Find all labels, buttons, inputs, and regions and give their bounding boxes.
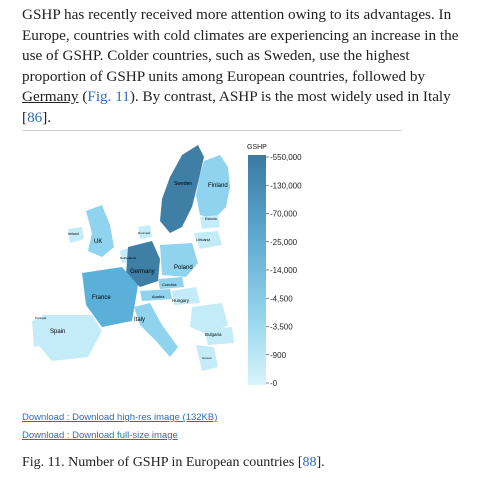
label-czechia: Czechia [162,282,177,287]
legend-tick-label: -550,000 [270,153,302,162]
country-spain [40,315,102,361]
figure-link[interactable]: Fig. 11 [87,88,130,105]
legend-tick-label: -0 [270,379,278,388]
country-denmark [138,225,152,239]
country-czechia [158,277,184,289]
label-ireland: Ireland [68,232,79,236]
country-uk [86,205,114,257]
label-hungary: Hungary [172,298,190,303]
legend-title: GSHP [247,144,267,151]
download-full-size-link[interactable]: Download : Download full-size image [22,430,178,441]
country-sweden [160,145,204,233]
legend-ticks: -550,000 -130,000 -70,000 -25,000 -14,000 -4,… [266,153,302,388]
label-bulgaria: Bulgaria [205,332,222,337]
paragraph-text: ). By contrast, ASHP is the most widely … [22,88,451,126]
legend-tick-label: -3,500 [270,323,293,332]
country-italy [134,303,178,357]
divider [22,130,402,131]
caption-reference-link[interactable]: 88 [302,455,317,470]
country-poland [160,243,198,277]
article-paragraph: GSHP has recently received more attentio… [22,5,462,128]
legend-color-bar [248,155,266,385]
label-poland: Poland [174,265,193,271]
country-austria [140,289,172,301]
figure-caption: Fig. 11. Number of GSHP in European coun… [22,455,325,471]
label-italy: Italy [134,317,145,323]
label-finland: Finland [208,183,228,189]
europe-map: Sweden Finland Estonia Ireland UK Denmar… [32,144,302,388]
country-germany [126,241,160,287]
paragraph-text: GSHP has recently received more attentio… [22,6,459,85]
label-uk: UK [94,239,102,245]
label-portugal: Portugal [35,316,47,320]
country-bulgaria [204,327,234,345]
label-denmark: Denmark [138,231,151,235]
legend-tick-label: -14,000 [270,266,298,275]
label-sweden: Sweden [174,181,192,187]
caption-end: ]. [316,455,325,470]
caption-text: Fig. 11. Number of GSHP in European coun… [22,455,303,470]
label-lithuania: Lithuania [196,238,210,242]
label-netherlands: Netherlands [120,256,137,260]
legend-tick-label: -70,000 [270,210,298,219]
legend-tick-label: -130,000 [270,181,302,190]
country-lithuania [194,231,222,249]
label-france: France [92,295,111,301]
download-high-res-link[interactable]: Download : Download high-res image (132K… [22,412,218,423]
country-estonia [200,215,220,229]
label-estonia: Estonia [205,217,217,221]
legend-tick-label: -4,500 [270,294,293,303]
germany-link[interactable]: Germany [22,88,79,105]
label-greece: Greece [202,356,212,360]
legend-tick-label: -900 [270,351,287,360]
legend-tick-label: -25,000 [270,238,298,247]
country-hungary [172,287,200,305]
country-romania-balkans [190,303,228,335]
country-greece [196,345,218,371]
paragraph-text: ( [78,88,88,105]
country-ireland [68,227,84,243]
figure-map[interactable]: Sweden Finland Estonia Ireland UK Denmar… [22,135,402,405]
label-germany: Germany [130,269,155,275]
country-finland [196,155,230,219]
label-austria: Austria [152,294,165,299]
label-spain: Spain [50,329,65,335]
reference-link[interactable]: 86 [27,108,43,126]
country-france [82,267,138,327]
paragraph-text: ]. [42,108,52,126]
